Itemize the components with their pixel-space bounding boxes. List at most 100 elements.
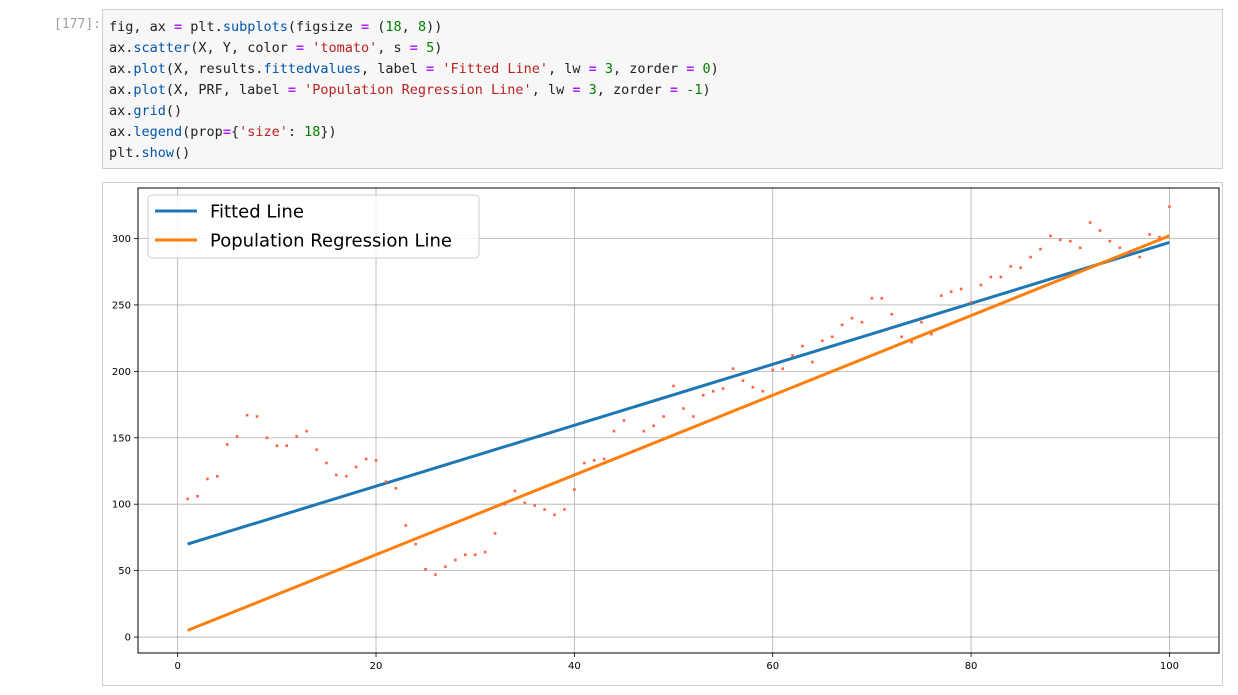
scatter-point (394, 486, 398, 490)
scatter-point (374, 459, 378, 462)
code-token: = (174, 19, 183, 35)
code-token: 18 (304, 124, 321, 140)
scatter-point (305, 429, 308, 433)
cell-prompt: [177]: (54, 17, 101, 32)
scatter-point (414, 542, 417, 546)
code-token: ) (702, 82, 711, 98)
scatter-point (354, 465, 358, 469)
scatter-point (662, 415, 665, 418)
code-token: ) (710, 61, 719, 77)
scatter-point (563, 508, 566, 511)
code-token: = (222, 124, 231, 140)
series-line-fitted (187, 241, 1170, 546)
x-tick-label: 0 (174, 661, 180, 672)
scatter-point (335, 473, 338, 477)
scatter-point (503, 502, 507, 506)
scatter-point (553, 513, 556, 517)
code-token (597, 61, 605, 77)
scatter-point (1098, 229, 1102, 232)
code-token: plot (133, 82, 166, 98)
code-token: ax. (109, 40, 134, 56)
scatter-point (543, 508, 546, 511)
scatter-point (493, 532, 497, 535)
code-token: = (409, 40, 418, 56)
legend-box (147, 194, 480, 259)
code-token: = (588, 61, 597, 77)
scatter-point (930, 332, 933, 336)
scatter-point (880, 296, 884, 300)
scatter-point (444, 565, 447, 568)
code-token: () (174, 145, 191, 161)
scatter-point (513, 489, 517, 493)
code-cell[interactable]: fig, ax = plt.subplots(figsize = (18, 8)… (102, 9, 1223, 169)
code-line: ax.legend(prop={'size': 18}) (109, 122, 719, 143)
scatter-point (315, 448, 318, 452)
scatter-point (979, 283, 983, 287)
legend-label: Fitted Line (210, 202, 304, 223)
code-token: = (295, 40, 305, 56)
scatter-point (622, 419, 626, 422)
code-token: , (401, 19, 418, 35)
code-token: plot (133, 61, 166, 77)
code-token (678, 82, 686, 98)
code-token: ax. (109, 103, 134, 119)
scatter-point (801, 344, 804, 348)
code-token: ( (369, 19, 386, 35)
scatter-point (483, 550, 487, 554)
series-lines (187, 234, 1170, 632)
code-token: plt. (182, 19, 223, 35)
code-line: fig, ax = plt.subplots(figsize = (18, 8)… (109, 17, 719, 38)
scatter-point (602, 457, 606, 461)
y-tick-label: 50 (118, 566, 131, 577)
scatter-point (850, 316, 854, 320)
code-token: subplots (222, 19, 288, 35)
y-tick-label: 100 (112, 500, 131, 511)
scatter-point (1168, 205, 1171, 208)
code-line: ax.grid() (109, 101, 719, 122)
scatter-point (682, 407, 685, 410)
scatter-point (434, 573, 437, 576)
code-token: fig, ax (109, 19, 175, 35)
code-token: ) (434, 40, 443, 56)
scatter-point (344, 475, 348, 478)
code-token: , lw (531, 82, 573, 98)
scatter-point (940, 294, 943, 297)
x-tick-label: 80 (965, 661, 978, 672)
code-editor[interactable]: fig, ax = plt.subplots(figsize = (18, 8)… (109, 17, 719, 164)
code-token: 3 (604, 61, 614, 77)
scatter-point (186, 497, 189, 501)
scatter-point (999, 275, 1003, 279)
scatter-point (265, 436, 269, 440)
code-token: )) (426, 19, 443, 35)
code-token: = (572, 82, 581, 98)
code-line: ax.plot(X, results.fittedvalues, label =… (109, 59, 719, 80)
scatter-point (573, 488, 576, 491)
scatter-point (781, 367, 784, 370)
scatter-point (1128, 250, 1132, 254)
x-tick-label: 60 (766, 661, 779, 672)
scatter-point (1148, 233, 1151, 236)
code-token: show (141, 145, 175, 161)
scatter-point (196, 494, 199, 498)
scatter-point (1009, 265, 1013, 268)
scatter-point (751, 385, 755, 389)
code-token: = (361, 19, 370, 35)
y-tick-label: 250 (112, 300, 131, 311)
scatter-point (910, 340, 913, 344)
scatter-point (1108, 239, 1112, 243)
scatter-point (424, 568, 427, 571)
code-token: ax. (109, 82, 134, 98)
scatter-point (642, 429, 646, 433)
scatter-point (1068, 239, 1072, 243)
code-token: 8 (417, 19, 427, 35)
scatter-point (216, 475, 219, 478)
code-token: ax. (109, 124, 134, 140)
code-token: (X, Y, color (190, 40, 296, 56)
code-token: scatter (133, 40, 191, 56)
scatter-point (473, 553, 477, 556)
scatter-point (652, 424, 656, 428)
code-token: () (165, 103, 183, 119)
scatter-point (295, 435, 298, 438)
scatter-point (632, 449, 636, 453)
code-line: plt.show() (109, 143, 719, 164)
